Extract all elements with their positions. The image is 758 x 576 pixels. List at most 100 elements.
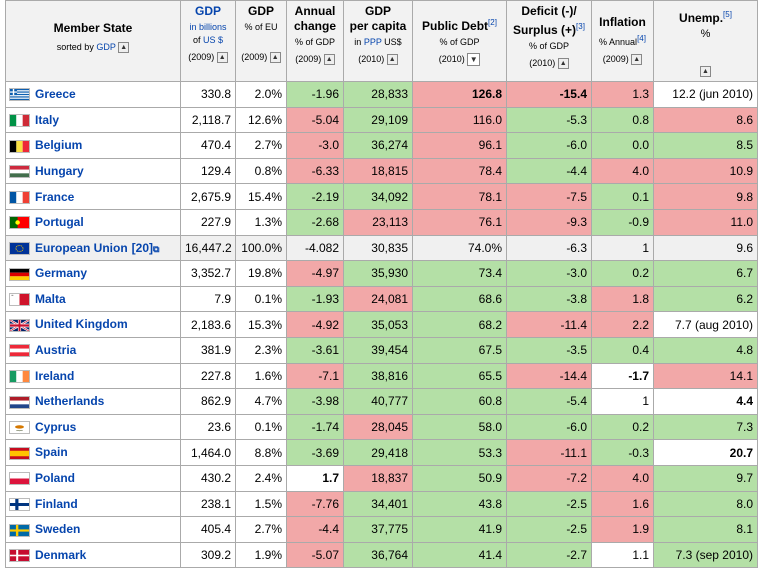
table-row: Sweden 405.4 2.7% -4.4 37,775 41.9 -2.5 1.9 8.1 [5, 516, 758, 543]
gdp-eu-cell: 1.5% [235, 490, 287, 518]
country-link[interactable]: Hungary [35, 163, 84, 178]
inflation-cell: 0.1 [591, 183, 654, 210]
inflation-cell: -0.9 [591, 208, 654, 236]
country-link[interactable]: France [35, 189, 75, 204]
deficit-cell: -6.3 [506, 234, 592, 262]
ref-4-link[interactable]: [4] [637, 34, 646, 43]
sweden-flag-icon [9, 523, 30, 537]
gdp-eu-cell: 0.8% [235, 157, 287, 185]
gdp-header[interactable]: GDP in billions of US $ (2009) ▲ [180, 0, 236, 82]
deficit-cell: -2.7 [506, 541, 592, 569]
gdp-per-capita-header[interactable]: GDP per capita in PPP US$ (2010) ▲ [343, 0, 413, 82]
gdp-cell: 2,118.7 [180, 106, 236, 134]
deficit-cell: -3.5 [506, 336, 592, 364]
country-link[interactable]: Belgium [35, 138, 83, 153]
malta-flag-icon [9, 293, 30, 307]
country-link[interactable]: European Union [35, 240, 128, 255]
country-link[interactable]: Netherlands [35, 394, 105, 409]
country-link[interactable]: Malta [35, 291, 66, 306]
public-debt-cell: 73.4 [412, 260, 507, 287]
gdp-title[interactable]: GDP [194, 4, 221, 18]
member-state-cell: France [5, 183, 181, 210]
sort-icon[interactable]: ▲ [631, 54, 643, 66]
country-link[interactable]: Denmark [35, 547, 87, 562]
deficit-cell: -11.4 [506, 311, 592, 338]
ppp-link[interactable]: PPP [363, 37, 382, 47]
unemployment-cell: 8.6 [653, 106, 758, 134]
us-dollar-link[interactable]: US $ [203, 35, 224, 45]
inflation-header[interactable]: Inflation % Annual[4] (2009) ▲ [591, 0, 654, 82]
greece-flag-icon [9, 88, 30, 102]
country-link[interactable]: Italy [35, 112, 60, 127]
public-debt-cell: 116.0 [412, 106, 507, 134]
gdp-per-capita-cell: 39,454 [343, 336, 413, 364]
eu-economy-table: Member State sorted by GDP ▲ GDP in bill… [5, 0, 758, 569]
ireland-flag-icon [9, 369, 30, 383]
sort-icon[interactable]: ▲ [386, 54, 398, 66]
country-link[interactable]: Sweden [35, 522, 81, 537]
deficit-cell: -2.5 [506, 490, 592, 518]
country-link[interactable]: Spain [35, 445, 68, 460]
inflation-cell: 1.1 [591, 541, 654, 569]
gdp-eu-cell: 2.7% [235, 132, 287, 159]
unemployment-cell: 4.8 [653, 336, 758, 364]
unemployment-header[interactable]: Unemp.[5] % ▲ [653, 0, 758, 82]
country-link[interactable]: Poland [35, 471, 76, 486]
eu-ref-link[interactable]: [20] [131, 240, 154, 255]
table-row: Spain 1,464.0 8.8% -3.69 29,418 53.3 -11.1 -0.3… [5, 439, 758, 466]
deficit-header[interactable]: Deficit (-)/ Surplus (+)[3] % of GDP (20… [506, 0, 592, 82]
gdp-cell: 330.8 [180, 81, 236, 108]
member-state-cell: Italy [5, 106, 181, 134]
country-link[interactable]: United Kingdom [35, 317, 128, 332]
sort-icon[interactable]: ▲ [216, 52, 228, 64]
country-link[interactable]: Greece [35, 87, 76, 102]
gdp-billions-link[interactable]: in billions [189, 22, 227, 32]
annual-change-header[interactable]: Annual change % of GDP (2009) ▲ [286, 0, 344, 82]
gdp-per-capita-cell: 35,930 [343, 260, 413, 287]
poland-flag-icon [9, 472, 30, 486]
gdp-per-capita-cell: 36,764 [343, 541, 413, 569]
deficit-cell: -7.2 [506, 464, 592, 492]
inflation-cell: 1.6 [591, 490, 654, 518]
table-body: Greece 330.8 2.0% -1.96 28,833 126.8 -15.4 1.3 1… [5, 81, 758, 569]
ref-3-link[interactable]: [3] [576, 22, 585, 31]
deficit-cell: -4.4 [506, 157, 592, 185]
annual-change-cell: -3.98 [286, 388, 344, 415]
sorted-by-gdp-link[interactable]: GDP [96, 42, 116, 52]
inflation-cell: 0.2 [591, 260, 654, 287]
sort-active-icon[interactable]: ▼ [467, 53, 481, 67]
gdp-eu-cell: 4.7% [235, 388, 287, 415]
gdp-eu-header[interactable]: GDP % of EU (2009) ▲ [235, 0, 287, 82]
sort-icon[interactable]: ▲ [557, 58, 569, 70]
france-flag-icon [9, 190, 30, 204]
inflation-cell: -1.7 [591, 362, 654, 390]
sort-icon[interactable]: ▲ [323, 54, 335, 66]
country-link[interactable]: Ireland [35, 368, 75, 383]
annual-change-cell: -4.97 [286, 260, 344, 287]
annual-change-cell: -4.92 [286, 311, 344, 338]
public-debt-cell: 41.9 [412, 516, 507, 543]
country-link[interactable]: Cyprus [35, 419, 77, 434]
annual-change-cell: -7.76 [286, 490, 344, 518]
sort-icon[interactable]: ▲ [118, 42, 130, 54]
member-state-cell: Germany [5, 260, 181, 287]
country-link[interactable]: Germany [35, 266, 88, 281]
country-link[interactable]: Finland [35, 496, 78, 511]
country-link[interactable]: Portugal [35, 215, 84, 230]
ref-2-link[interactable]: [2] [488, 18, 497, 27]
gdp-eu-cell: 19.8% [235, 260, 287, 287]
country-link[interactable]: Austria [35, 343, 77, 358]
sort-icon[interactable]: ▲ [700, 66, 711, 78]
public-debt-cell: 78.1 [412, 183, 507, 210]
public-debt-header[interactable]: Public Debt[2] % of GDP (2010) ▼ [412, 0, 507, 82]
deficit-cell: -3.0 [506, 260, 592, 287]
table-row: Denmark 309.2 1.9% -5.07 36,764 41.4 -2.7 1.1 7.… [5, 541, 758, 569]
germany-flag-icon [9, 267, 30, 281]
inflation-cell: 2.2 [591, 311, 654, 338]
eu-flag-icon [9, 242, 30, 256]
table-row: United Kingdom 2,183.6 15.3% -4.92 35,053 68.… [5, 311, 758, 338]
ref-5-link[interactable]: [5] [723, 10, 732, 19]
gdp-cell: 381.9 [180, 336, 236, 364]
sort-icon[interactable]: ▲ [269, 52, 281, 64]
member-state-header[interactable]: Member State sorted by GDP ▲ [5, 0, 181, 82]
